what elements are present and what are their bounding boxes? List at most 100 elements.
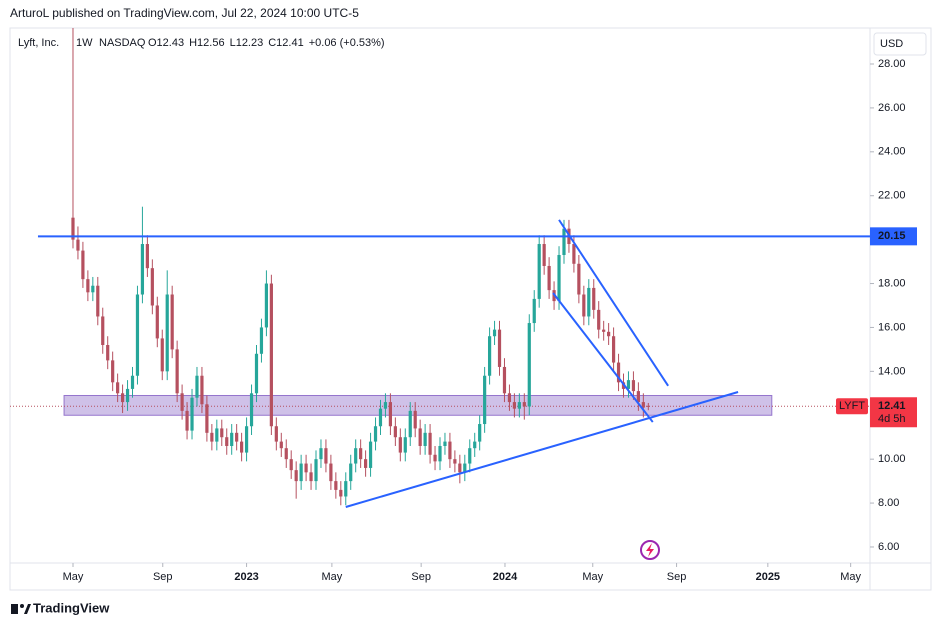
candle-body	[195, 375, 199, 398]
candle-body	[468, 448, 472, 464]
candle-body	[418, 428, 422, 446]
brand-logo	[11, 604, 31, 614]
candle-body	[453, 459, 457, 464]
candle-body	[200, 375, 204, 405]
y-tick-label: 16.00	[878, 321, 906, 333]
x-tick-label: 2024	[493, 571, 518, 583]
candle-body	[597, 309, 601, 330]
x-tick-label: May	[840, 571, 861, 583]
y-tick-label: 10.00	[878, 453, 906, 465]
ticker: LYFT	[839, 400, 865, 412]
candle-body	[483, 375, 487, 425]
candle-body	[135, 294, 140, 376]
price-label: 12.41	[878, 400, 906, 412]
candle-body	[359, 448, 363, 460]
trendline	[552, 292, 654, 423]
candle-body	[324, 448, 328, 464]
candle-body	[111, 360, 115, 383]
candle-body	[175, 349, 179, 394]
candle-body	[562, 228, 566, 255]
candle-body	[364, 459, 368, 468]
candle-body	[329, 463, 333, 482]
candle-body	[304, 463, 308, 473]
legend-value: O12.43	[148, 37, 184, 49]
y-tick-label: 26.00	[878, 102, 906, 114]
candle-body	[448, 441, 452, 460]
event-bolt	[646, 543, 654, 557]
candle-body	[388, 402, 393, 427]
trendline	[345, 391, 739, 508]
candle-body	[249, 393, 254, 427]
candle-body	[309, 472, 313, 482]
candle-body	[403, 437, 407, 453]
y-tick-label: 22.00	[878, 190, 906, 202]
x-tick-label: May	[63, 571, 84, 583]
candle-body	[443, 441, 447, 446]
legend-value: L12.23	[230, 37, 264, 49]
x-tick-label: 2023	[234, 571, 258, 583]
candle-body	[547, 265, 551, 291]
candle-body	[314, 459, 318, 482]
candle-body	[582, 294, 586, 317]
candle-body	[542, 244, 546, 266]
candle-body	[408, 410, 412, 438]
currency[interactable]: USD	[880, 38, 903, 50]
y-tick-label: 8.00	[878, 497, 899, 509]
ticker-box	[836, 398, 868, 415]
candle-body	[230, 432, 234, 446]
candle-body	[413, 410, 417, 429]
candle-body	[269, 283, 273, 427]
candle-body	[140, 244, 145, 295]
candle-body	[76, 239, 80, 251]
plot	[10, 28, 870, 508]
candle-body	[557, 254, 561, 302]
candle-body	[602, 329, 606, 332]
header: ArturoL published on TradingView.com, Ju…	[10, 6, 359, 20]
candle-body	[354, 448, 358, 464]
candle-body	[492, 329, 497, 337]
candle-body	[517, 402, 521, 409]
candle-body	[631, 380, 636, 392]
candle-body	[125, 388, 130, 403]
candle-body	[458, 463, 462, 473]
candle-body	[120, 393, 125, 403]
candle-body	[116, 382, 120, 394]
candle-body	[240, 441, 244, 453]
candle-body	[190, 397, 194, 431]
candle-body	[344, 481, 348, 497]
candle-body	[502, 366, 507, 394]
candle-body	[473, 441, 477, 449]
level-label: 20.15	[878, 230, 906, 242]
candle-body	[507, 393, 512, 403]
candle-body	[607, 331, 611, 337]
candle-body	[334, 481, 338, 490]
x-tick-label: May	[321, 571, 342, 583]
candle-body	[611, 336, 616, 363]
candle-body	[91, 285, 95, 293]
legend-interval: 1W	[76, 37, 93, 49]
candle-body	[487, 336, 492, 376]
candle-body	[636, 391, 640, 403]
candle-body	[428, 432, 432, 455]
candle-body	[438, 445, 442, 462]
candle-body	[512, 402, 516, 409]
candle-body	[145, 244, 149, 269]
candle-body	[170, 294, 174, 350]
currency-button[interactable]	[873, 32, 927, 56]
candle-body	[86, 279, 90, 293]
candle-body	[537, 244, 541, 299]
candle-body	[626, 380, 631, 389]
candle-body	[205, 404, 209, 433]
y-tick-label: 6.00	[878, 541, 899, 553]
candle-body	[497, 329, 502, 367]
y-tick-label: 28.00	[878, 58, 906, 70]
candle-body	[96, 285, 100, 317]
legend-value: C12.41	[268, 37, 303, 49]
candle-body	[101, 316, 105, 346]
candle-body	[210, 432, 214, 442]
candle-body	[235, 432, 239, 442]
x-tick-label: Sep	[153, 571, 173, 583]
x-tick-label: 2025	[756, 571, 780, 583]
candle-body	[646, 405, 650, 407]
legend-symbol: Lyft, Inc.	[18, 37, 59, 49]
